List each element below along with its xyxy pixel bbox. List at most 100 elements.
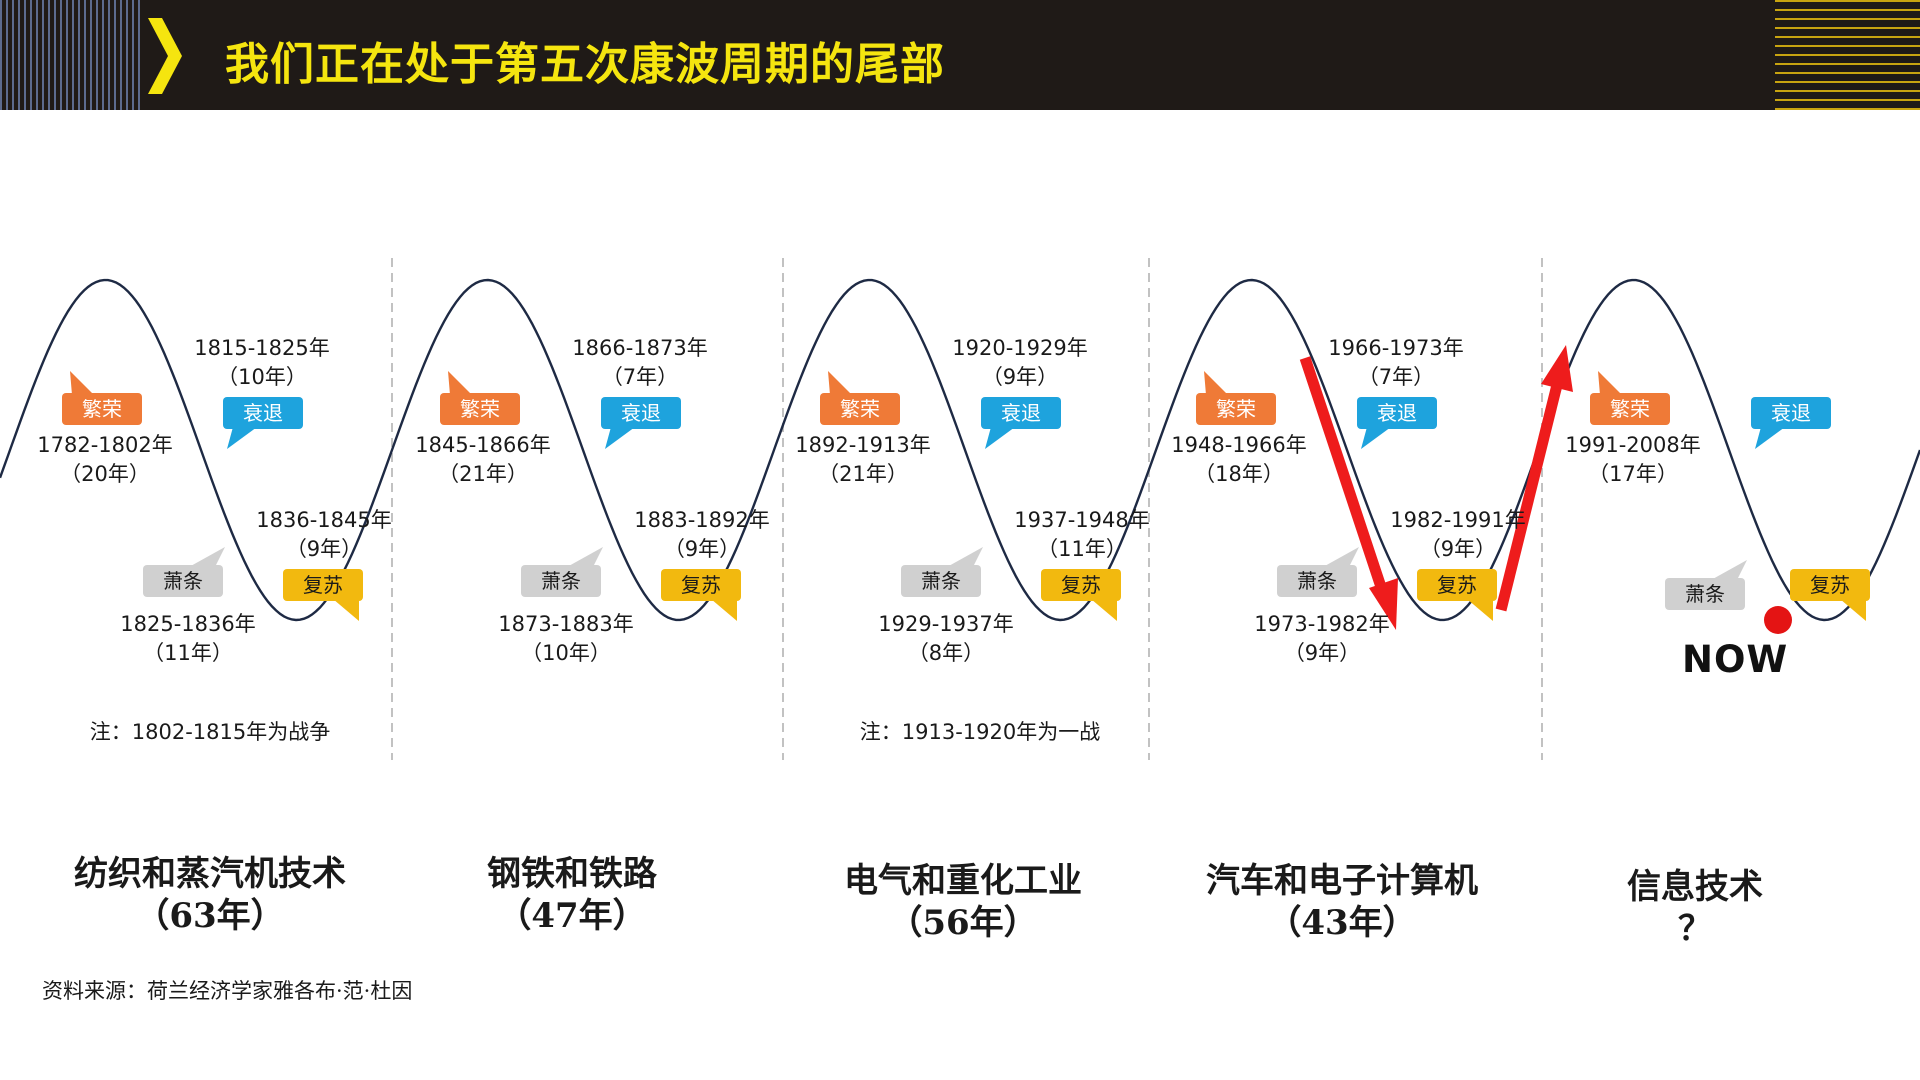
recovery-dates-line: 1836-1845年: [256, 508, 392, 532]
recession-bubble-tail-3: [985, 427, 1015, 449]
depression-dates: 1825-1836年 （11年）: [120, 610, 255, 668]
header-stripe-decoration: [0, 0, 140, 110]
recession-dates: 1866-1873年 （7年）: [572, 334, 707, 392]
recovery-dates-line: 1937-1948年: [1014, 508, 1150, 532]
cycle-duration: （56年）: [888, 903, 1038, 943]
recovery-bubble: 复苏: [661, 569, 741, 601]
recession-dates-line: （7年）: [1357, 365, 1435, 389]
bubble-tails: [70, 371, 1866, 621]
boom-dates-line: （18年）: [1194, 462, 1284, 486]
depression-dates-line: （11年）: [143, 641, 233, 665]
recovery-bubble-tail-3: [1091, 599, 1117, 621]
technology-label: 钢铁和铁路 （47年）: [487, 853, 657, 937]
depression-dates-line: （10年）: [521, 641, 611, 665]
boom-dates: 1782-1802年 （20年）: [37, 431, 172, 489]
down-arrow: [1299, 356, 1398, 630]
recession-bubble: 衰退: [981, 397, 1061, 429]
depression-dates-line: 1973-1982年: [1254, 612, 1390, 636]
boom-bubble-tail-5: [1598, 371, 1622, 395]
depression-dates: 1929-1937年 （8年）: [878, 610, 1013, 668]
recovery-bubble-tail-5: [1840, 599, 1866, 621]
recession-bubble-tail-5: [1755, 427, 1785, 449]
recovery-dates-line: （9年）: [1419, 537, 1497, 561]
depression-dates-line: （8年）: [907, 641, 985, 665]
depression-dates-line: 1929-1937年: [878, 612, 1014, 636]
depression-dates: 1973-1982年 （9年）: [1254, 610, 1389, 668]
depression-bubble: 萧条: [1277, 565, 1357, 597]
depression-bubble: 萧条: [521, 565, 601, 597]
recovery-dates-line: （9年）: [285, 537, 363, 561]
recession-bubble: 衰退: [1357, 397, 1437, 429]
depression-bubble-tail-2: [567, 547, 603, 567]
boom-dates-line: （21年）: [818, 462, 908, 486]
now-marker-dot: [1764, 606, 1792, 634]
boom-dates-line: （17年）: [1588, 462, 1678, 486]
recovery-bubble-tail-1: [333, 599, 359, 621]
header-line-decoration: [1775, 0, 1920, 110]
chevron-right-icon: [148, 18, 182, 94]
recovery-bubble: 复苏: [283, 569, 363, 601]
now-label: NOW: [1682, 638, 1789, 681]
recovery-dates: 1982-1991年 （9年）: [1390, 506, 1525, 564]
cycle-duration: （43年）: [1267, 903, 1417, 943]
recession-bubble-tail-2: [605, 427, 635, 449]
depression-bubble-tail-1: [189, 547, 225, 567]
technology-name: 纺织和蒸汽机技术: [74, 854, 346, 894]
header-bar: 我们正在处于第五次康波周期的尾部: [0, 0, 1920, 110]
boom-bubble-tail-1: [70, 371, 94, 395]
technology-label: 电气和重化工业 （56年）: [844, 860, 1082, 944]
cycle-duration: （63年）: [135, 896, 285, 936]
depression-dates: 1873-1883年 （10年）: [498, 610, 633, 668]
recession-dates-line: （7年）: [601, 365, 679, 389]
depression-dates-line: 1825-1836年: [120, 612, 256, 636]
depression-bubble-tail-4: [1323, 547, 1359, 567]
kondratiev-wave-diagram: [0, 258, 1920, 760]
source-note: 资料来源：荷兰经济学家雅各布·范·杜因: [42, 979, 413, 1003]
cycle-note: 注：1802-1815年为战争: [90, 716, 330, 746]
cycle-duration: （47年）: [497, 896, 647, 936]
recession-dates: 1966-1973年 （7年）: [1328, 334, 1463, 392]
depression-bubble: 萧条: [901, 565, 981, 597]
recession-dates-line: （9年）: [981, 365, 1059, 389]
recession-bubble: 衰退: [223, 397, 303, 429]
boom-dates-line: （20年）: [60, 462, 150, 486]
boom-dates-line: 1991-2008年: [1565, 433, 1701, 457]
boom-bubble: 繁荣: [1590, 393, 1670, 425]
cycle-note-line: 注：1913-1920年为一战: [859, 720, 1101, 744]
depression-bubble-tail-3: [947, 547, 983, 567]
recession-dates: 1815-1825年 （10年）: [194, 334, 329, 392]
page-title: 我们正在处于第五次康波周期的尾部: [225, 39, 945, 90]
depression-bubble-tail-5: [1711, 560, 1747, 580]
up-arrow: [1495, 345, 1573, 612]
boom-dates: 1991-2008年 （17年）: [1565, 431, 1700, 489]
boom-bubble: 繁荣: [62, 393, 142, 425]
recession-bubble: 衰退: [601, 397, 681, 429]
recession-bubble: 衰退: [1751, 397, 1831, 429]
recession-dates-line: 1920-1929年: [952, 336, 1088, 360]
recession-dates-line: 1966-1973年: [1328, 336, 1464, 360]
boom-dates-line: 1892-1913年: [795, 433, 931, 457]
depression-bubble: 萧条: [1665, 578, 1745, 610]
technology-name: 信息技术: [1627, 867, 1763, 907]
recession-dates-line: 1815-1825年: [194, 336, 330, 360]
recovery-bubble-tail-2: [711, 599, 737, 621]
cycle-duration: ？: [1678, 909, 1712, 949]
depression-bubble: 萧条: [143, 565, 223, 597]
recovery-dates-line: （9年）: [663, 537, 741, 561]
boom-dates-line: （21年）: [438, 462, 528, 486]
wave-curve: [0, 278, 1920, 622]
recession-bubble-tail-4: [1361, 427, 1391, 449]
recovery-bubble-tail-4: [1467, 599, 1493, 621]
boom-bubble-tail-3: [828, 371, 852, 395]
technology-name: 汽车和电子计算机: [1206, 861, 1478, 901]
technology-name: 钢铁和铁路: [487, 854, 657, 894]
boom-dates: 1845-1866年 （21年）: [415, 431, 550, 489]
recovery-bubble: 复苏: [1790, 569, 1870, 601]
recovery-dates: 1836-1845年 （9年）: [256, 506, 391, 564]
recession-dates: 1920-1929年 （9年）: [952, 334, 1087, 392]
boom-dates-line: 1845-1866年: [415, 433, 551, 457]
recession-bubble-tail-1: [227, 427, 257, 449]
boom-dates-line: 1782-1802年: [37, 433, 173, 457]
boom-bubble: 繁荣: [820, 393, 900, 425]
recession-dates-line: 1866-1873年: [572, 336, 708, 360]
